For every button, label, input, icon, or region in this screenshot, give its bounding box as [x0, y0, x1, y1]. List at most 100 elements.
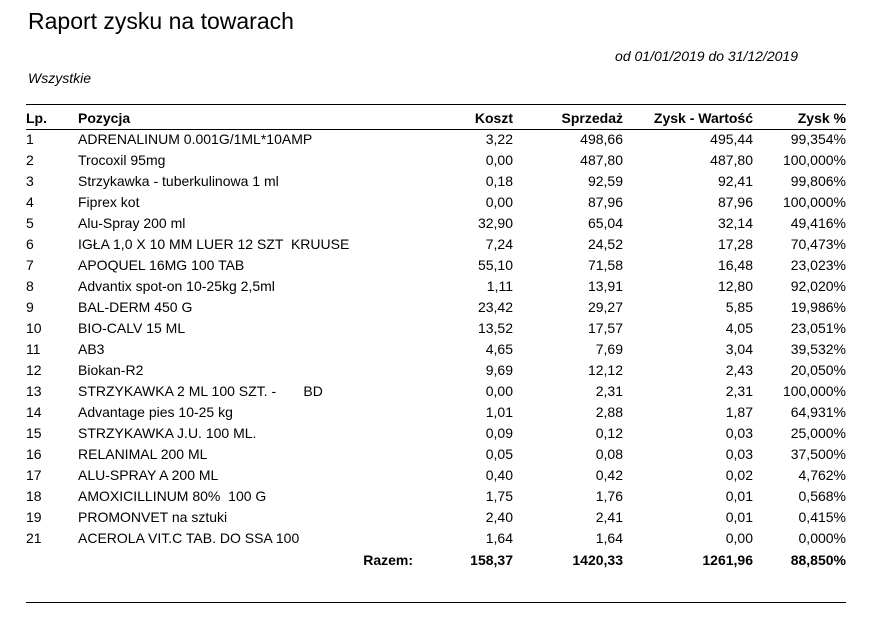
row-profit: 0,03 — [725, 446, 753, 462]
row-lp: 14 — [26, 404, 42, 420]
row-name: Fiprex kot — [78, 194, 140, 210]
table-row: 18 AMOXICILLINUM 80% 100 G 1,75 1,76 0,01 0,5… — [26, 486, 846, 507]
table-row: 12 Biokan-R2 9,69 12,12 2,43 20,050% — [26, 360, 846, 381]
row-pct: 100,000% — [782, 194, 846, 210]
row-cost: 1,64 — [485, 530, 513, 546]
row-name: PROMONVET na sztuki — [78, 509, 228, 525]
row-lp: 17 — [26, 467, 42, 483]
col-lp: Lp. — [26, 110, 47, 126]
totals-cost: 158,37 — [470, 552, 513, 568]
row-name: ALU-SPRAY A 200 ML — [78, 467, 219, 483]
table-row: 16 RELANIMAL 200 ML 0,05 0,08 0,03 37,500% — [26, 444, 846, 465]
profit-report-table: Lp. Pozycja Koszt Sprzedaż Zysk - Wartoś… — [26, 108, 846, 572]
row-profit: 3,04 — [725, 341, 753, 357]
table-row: 21 ACEROLA VIT.C TAB. DO SSA 100 1,64 1,64 0… — [26, 528, 846, 549]
col-cost: Koszt — [474, 110, 513, 126]
row-name: Alu-Spray 200 ml — [78, 215, 186, 231]
row-name: Trocoxil 95mg — [78, 152, 166, 168]
row-profit: 12,80 — [717, 278, 753, 294]
row-cost: 7,24 — [485, 236, 513, 252]
row-lp: 11 — [26, 341, 41, 357]
row-cost: 0,00 — [485, 383, 513, 399]
table-row: 15 STRZYKAWKA J.U. 100 ML. 0,09 0,12 0,03 25,… — [26, 423, 846, 444]
row-sales: 2,88 — [595, 404, 623, 420]
row-sales: 13,91 — [587, 278, 623, 294]
row-name: AMOXICILLINUM 80% 100 G — [78, 488, 267, 504]
totals-pct: 88,850% — [790, 552, 846, 568]
row-lp: 8 — [26, 278, 34, 294]
row-lp: 6 — [26, 236, 34, 252]
report-title: Raport zysku na towarach — [28, 8, 294, 34]
row-name: BIO-CALV 15 ML — [78, 320, 186, 336]
row-name: Strzykawka - tuberkulinowa 1 ml — [78, 173, 279, 189]
row-cost: 4,65 — [485, 341, 513, 357]
table-header-row: Lp. Pozycja Koszt Sprzedaż Zysk - Wartoś… — [26, 108, 846, 129]
row-sales: 0,12 — [595, 425, 623, 441]
row-cost: 0,00 — [485, 194, 513, 210]
row-cost: 0,40 — [485, 467, 513, 483]
row-sales: 1,64 — [595, 530, 623, 546]
totals-rule — [26, 602, 846, 603]
row-cost: 32,90 — [477, 215, 513, 231]
row-profit: 487,80 — [710, 152, 753, 168]
row-profit: 87,96 — [717, 194, 753, 210]
row-name: IGŁA 1,0 X 10 MM LUER 12 SZT KRUUSE — [78, 236, 350, 252]
row-lp: 18 — [26, 488, 42, 504]
row-lp: 19 — [26, 509, 42, 525]
row-sales: 0,08 — [595, 446, 623, 462]
table-row: 14 Advantage pies 10-25 kg 1,01 2,88 1,87 64,… — [26, 402, 846, 423]
row-sales: 29,27 — [587, 299, 623, 315]
row-sales: 0,42 — [595, 467, 623, 483]
row-pct: 23,023% — [790, 257, 846, 273]
row-lp: 3 — [26, 173, 34, 189]
totals-row: Razem: 158,37 1420,33 1261,96 88,850% — [26, 549, 846, 572]
row-sales: 24,52 — [587, 236, 623, 252]
row-name: BAL-DERM 450 G — [78, 299, 193, 315]
header-bottom-rule — [26, 129, 846, 130]
row-profit: 2,31 — [725, 383, 753, 399]
row-sales: 1,76 — [595, 488, 623, 504]
row-name: ACEROLA VIT.C TAB. DO SSA 100 — [78, 530, 300, 546]
row-pct: 70,473% — [790, 236, 846, 252]
row-cost: 13,52 — [477, 320, 513, 336]
table-row: 7 APOQUEL 16MG 100 TAB 55,10 71,58 16,48 23,0… — [26, 255, 846, 276]
totals-sales: 1420,33 — [572, 552, 623, 568]
row-sales: 498,66 — [580, 131, 623, 147]
row-name: STRZYKAWKA J.U. 100 ML. — [78, 425, 257, 441]
row-pct: 64,931% — [790, 404, 846, 420]
row-pct: 20,050% — [790, 362, 846, 378]
row-profit: 16,48 — [717, 257, 753, 273]
row-cost: 3,22 — [485, 131, 513, 147]
row-pct: 0,568% — [798, 488, 846, 504]
row-lp: 13 — [26, 383, 42, 399]
table-row: 4 Fiprex kot 0,00 87,96 87,96 100,000% — [26, 192, 846, 213]
col-profit-value: Zysk - Wartość — [653, 110, 753, 126]
table-body: 1 ADRENALINUM 0.001G/1ML*10AMP 3,22 498,66 4… — [26, 129, 846, 549]
row-pct: 25,000% — [790, 425, 846, 441]
row-lp: 12 — [26, 362, 42, 378]
row-sales: 65,04 — [587, 215, 623, 231]
row-cost: 0,09 — [485, 425, 513, 441]
row-sales: 92,59 — [587, 173, 623, 189]
table-row: 6 IGŁA 1,0 X 10 MM LUER 12 SZT KRUUSE 7,24… — [26, 234, 846, 255]
row-cost: 2,40 — [485, 509, 513, 525]
row-pct: 37,500% — [790, 446, 846, 462]
row-sales: 17,57 — [587, 320, 623, 336]
row-cost: 55,10 — [477, 257, 513, 273]
row-cost: 9,69 — [485, 362, 513, 378]
row-profit: 0,01 — [725, 488, 753, 504]
row-pct: 39,532% — [790, 341, 846, 357]
row-cost: 1,11 — [486, 278, 513, 294]
totals-profit: 1261,96 — [702, 552, 753, 568]
row-profit: 32,14 — [717, 215, 753, 231]
table-row: 13 STRZYKAWKA 2 ML 100 SZT. - BD 0,00 2,31 2… — [26, 381, 846, 402]
row-lp: 16 — [26, 446, 42, 462]
table-row: 19 PROMONVET na sztuki 2,40 2,41 0,01 0,415% — [26, 507, 846, 528]
row-profit: 4,05 — [725, 320, 753, 336]
table-row: 1 ADRENALINUM 0.001G/1ML*10AMP 3,22 498,66 4… — [26, 129, 846, 150]
table-row: 8 Advantix spot-on 10-25kg 2,5ml 1,11 13,91… — [26, 276, 846, 297]
row-profit: 92,41 — [717, 173, 753, 189]
table-row: 9 BAL-DERM 450 G 23,42 29,27 5,85 19,986% — [26, 297, 846, 318]
row-pct: 49,416% — [790, 215, 846, 231]
date-range: od 01/01/2019 do 31/12/2019 — [615, 48, 798, 64]
